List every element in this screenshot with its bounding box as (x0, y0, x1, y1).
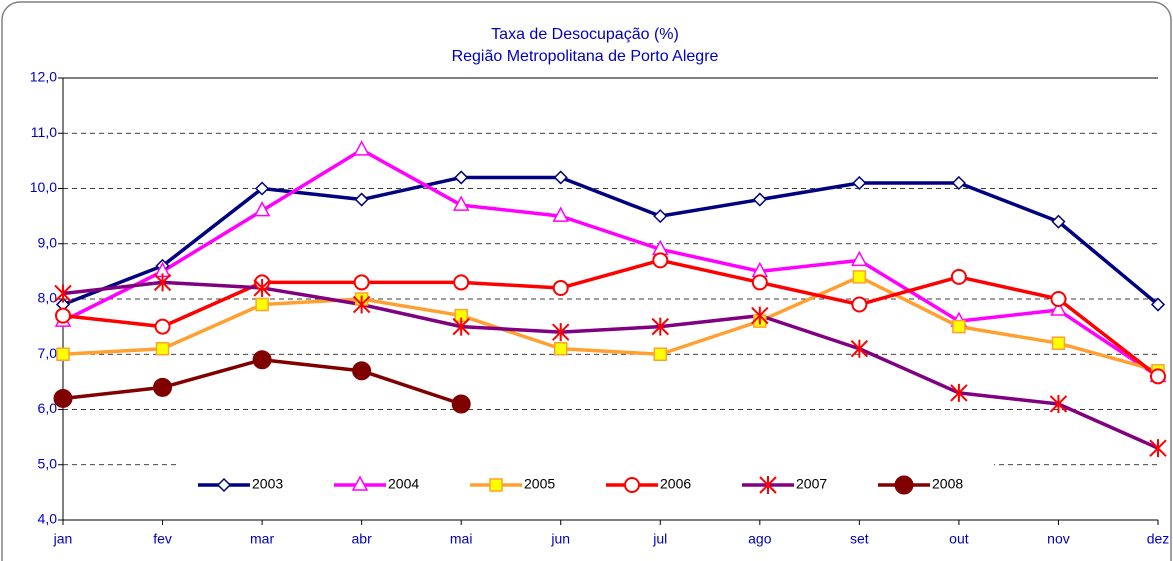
point-marker (56, 347, 70, 361)
point-marker (353, 274, 370, 291)
legend-marker (351, 475, 369, 491)
point-marker (851, 296, 868, 313)
point-marker (751, 306, 769, 325)
x-tick-label: nov (1047, 531, 1070, 547)
legend-label: 2006 (660, 476, 691, 492)
point-marker (354, 192, 369, 207)
point-marker (452, 195, 470, 211)
point-marker (653, 209, 668, 224)
y-tick-label: 10,0 (30, 179, 57, 195)
y-tick-label: 12,0 (30, 69, 57, 85)
point-marker (352, 295, 371, 314)
point-marker (153, 377, 173, 397)
point-marker (752, 192, 767, 207)
point-marker (255, 181, 270, 196)
x-tick-label: mai (450, 531, 473, 547)
point-marker (553, 170, 568, 185)
point-marker (850, 339, 869, 358)
point-marker (652, 252, 669, 269)
legend-label: 2008 (932, 476, 963, 492)
point-marker (153, 273, 172, 292)
x-tick-label: abr (352, 531, 373, 547)
point-marker (253, 201, 271, 217)
point-marker (950, 268, 967, 285)
point-marker (155, 341, 170, 356)
point-marker (951, 175, 966, 191)
legend-label: 2004 (388, 476, 419, 492)
point-marker (950, 383, 968, 402)
point-marker (255, 297, 269, 312)
y-tick-label: 9,0 (38, 234, 58, 250)
point-marker (55, 307, 71, 324)
x-tick-label: ago (748, 531, 772, 547)
legend-marker (216, 477, 232, 493)
y-tick-label: 11,0 (31, 124, 57, 140)
point-marker (452, 317, 470, 336)
x-tick-label: set (850, 531, 869, 547)
point-marker (552, 279, 569, 296)
x-tick-label: jul (652, 531, 667, 547)
legend-marker (489, 478, 503, 492)
legend-label: 2007 (796, 476, 827, 492)
point-marker (552, 206, 569, 222)
y-tick-label: 6,0 (38, 400, 58, 416)
x-tick-label: fev (153, 531, 172, 547)
y-tick-label: 5,0 (38, 455, 58, 471)
point-marker (451, 394, 471, 414)
point-marker (651, 317, 669, 336)
series-line (62, 258, 1160, 378)
point-marker (253, 278, 271, 297)
series-line (62, 280, 1159, 450)
point-marker (454, 170, 469, 185)
point-marker (1050, 291, 1067, 307)
point-marker (751, 274, 768, 291)
legend-label: 2003 (252, 476, 283, 492)
point-marker (453, 274, 470, 291)
point-marker (1051, 336, 1066, 350)
legend-box (176, 462, 994, 508)
point-marker (851, 250, 868, 267)
y-tick-label: 4,0 (38, 511, 58, 527)
point-marker (952, 319, 966, 334)
x-tick-label: dez (1147, 531, 1170, 547)
x-tick-label: jan (53, 531, 73, 547)
point-marker (1149, 439, 1167, 458)
series-line (62, 148, 1159, 378)
point-marker (553, 341, 568, 356)
y-tick-label: 7,0 (38, 345, 58, 361)
point-marker (1051, 214, 1066, 229)
x-tick-label: jun (550, 531, 570, 547)
point-marker (352, 361, 372, 381)
legend-marker (894, 475, 914, 495)
legend-label: 2005 (524, 476, 555, 492)
point-marker (53, 388, 73, 408)
point-marker (852, 270, 867, 284)
chart-title: Taxa de Desocupação (%) (491, 26, 679, 43)
point-marker (353, 140, 370, 156)
point-marker (852, 175, 867, 191)
legend-marker (759, 476, 777, 494)
x-tick-label: out (949, 531, 969, 547)
point-marker (252, 350, 272, 370)
series-line (62, 275, 1159, 373)
point-marker (1150, 297, 1166, 312)
point-marker (653, 347, 668, 361)
point-marker (154, 318, 171, 335)
point-marker (54, 284, 72, 303)
y-tick-label: 8,0 (38, 290, 58, 306)
chart-subtitle: Região Metropolitana de Porto Alegre (452, 48, 719, 65)
point-marker (1150, 368, 1166, 385)
point-marker (552, 323, 570, 342)
x-tick-label: mar (250, 531, 274, 547)
point-marker (1050, 300, 1067, 316)
legend-marker (624, 477, 640, 493)
point-marker (1049, 394, 1068, 413)
series-line (62, 175, 1160, 307)
